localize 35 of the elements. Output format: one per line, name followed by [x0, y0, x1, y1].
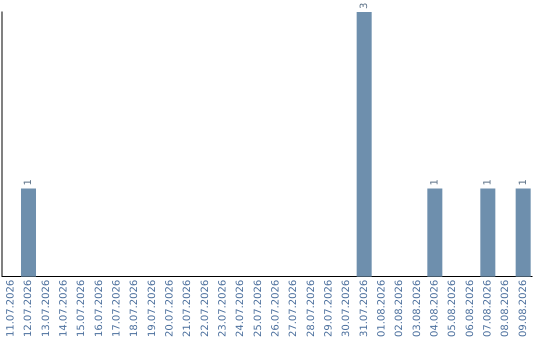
- x-tick-label: 05.08.2026: [447, 280, 458, 338]
- x-tick-label: 29.07.2026: [323, 280, 334, 338]
- x-tick-label: 11.07.2026: [5, 280, 16, 338]
- x-tick-label: 15.07.2026: [76, 280, 88, 338]
- x-tick-label: 30.07.2026: [341, 280, 352, 338]
- x-tick-label: 14.07.2026: [58, 280, 70, 338]
- x-tick-label: 24.07.2026: [235, 280, 246, 338]
- x-tick-label: 27.07.2026: [288, 280, 300, 338]
- data-label: 1: [518, 179, 529, 186]
- x-tick-label: 20.07.2026: [164, 280, 176, 338]
- x-tick-label: 26.07.2026: [270, 280, 282, 338]
- x-tick-label: 08.08.2026: [500, 280, 512, 338]
- x-tick-label: 25.07.2026: [252, 280, 264, 338]
- data-label: 1: [429, 179, 440, 186]
- x-tick-label: 31.07.2026: [358, 280, 370, 338]
- data-label: 3: [358, 2, 370, 9]
- data-label: 1: [23, 179, 34, 186]
- x-tick-label: 18.07.2026: [129, 280, 140, 338]
- x-tick-label: 01.08.2026: [376, 280, 388, 338]
- x-tick-label: 22.07.2026: [200, 280, 211, 338]
- x-tick-label: 12.07.2026: [23, 280, 34, 338]
- data-label: 1: [482, 179, 494, 186]
- x-tick-label: 23.07.2026: [217, 280, 228, 338]
- x-tick-label: 04.08.2026: [429, 280, 440, 338]
- x-tick-label: 19.07.2026: [146, 280, 158, 338]
- x-tick-label: 17.07.2026: [111, 280, 122, 338]
- x-tick-label: 28.07.2026: [306, 280, 317, 338]
- x-tick-label: 09.08.2026: [518, 280, 529, 338]
- x-tick-label: 03.08.2026: [412, 280, 423, 338]
- x-tick-label: 16.07.2026: [94, 280, 105, 338]
- x-tick-label: 13.07.2026: [40, 280, 52, 338]
- x-tick-label: 21.07.2026: [182, 280, 194, 338]
- x-tick-label: 02.08.2026: [394, 280, 406, 338]
- x-tick-label: 07.08.2026: [482, 280, 494, 338]
- x-tick-label: 06.08.2026: [464, 280, 476, 338]
